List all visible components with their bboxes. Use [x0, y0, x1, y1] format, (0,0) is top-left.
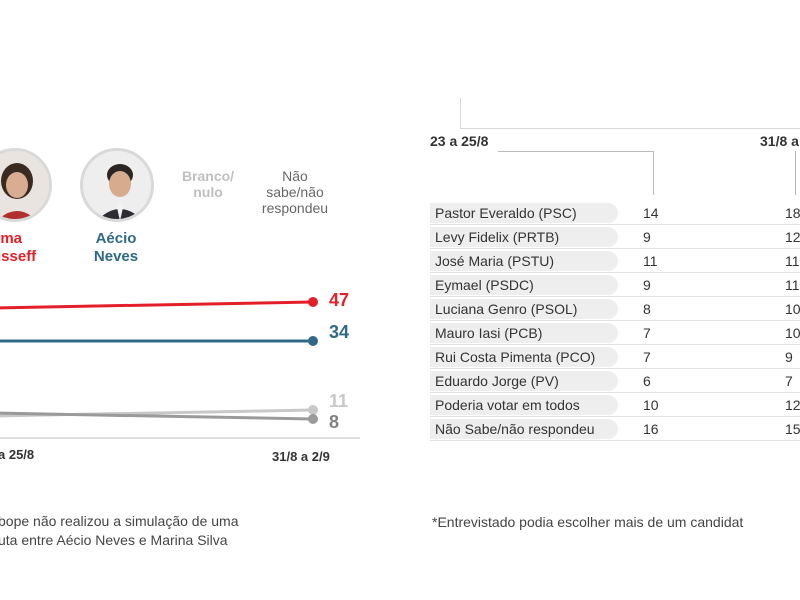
header-rule: [460, 128, 800, 129]
row-separator: [430, 296, 800, 297]
table-row-value-col2: 10: [785, 325, 800, 341]
series-end-point-2: [308, 405, 318, 415]
nao-sabe-label: Não sabe/não respondeu: [261, 168, 329, 216]
row-separator: [430, 416, 800, 417]
end-label-naosabe: 8: [329, 412, 340, 432]
row-separator: [430, 344, 800, 345]
dilma-name: ilma usseff: [0, 230, 37, 265]
table-row-value-col1: 6: [643, 373, 651, 389]
table-col1-header: 23 a 25/8: [430, 133, 489, 149]
table-row-value-col1: 9: [643, 229, 651, 245]
end-label-dilma: 47: [329, 290, 350, 310]
table-row-value-col2: 9: [785, 349, 793, 365]
col1-bracket-h: [498, 151, 654, 152]
table-row-value-col2: 10: [785, 301, 800, 317]
series-end-point-0: [308, 297, 318, 307]
table-row-label: Levy Fidelix (PRTB): [430, 227, 618, 247]
dilma-portrait-icon: [0, 151, 49, 219]
row-separator: [430, 440, 800, 441]
table-row-value-col1: 7: [643, 325, 651, 341]
end-label-branco: 11: [329, 391, 349, 411]
table-row-label: Pastor Everaldo (PSC): [430, 203, 618, 223]
series-end-point-3: [308, 414, 318, 424]
row-separator: [430, 248, 800, 249]
table-row-value-col2: 18: [785, 205, 800, 221]
row-separator: [430, 320, 800, 321]
aecio-photo: [80, 148, 154, 222]
table-row-value-col1: 10: [643, 397, 659, 413]
row-separator: [430, 392, 800, 393]
table-row-label: Não Sabe/não respondeu: [430, 419, 618, 439]
end-label-aecio: 34: [329, 322, 350, 342]
table-row-value-col2: 12: [785, 229, 800, 245]
table-row-label: Luciana Genro (PSOL): [430, 299, 618, 319]
series-line-3: [0, 411, 314, 421]
table-row-value-col1: 11: [643, 253, 658, 269]
table-row-value-col2: 11: [785, 277, 800, 293]
table-col2-header: 31/8 a: [760, 133, 799, 149]
series-end-point-1: [308, 336, 318, 346]
x-label-first: a 25/8: [0, 447, 35, 462]
branco-nulo-label: Branco/ nulo: [181, 168, 235, 200]
table-row-value-col1: 8: [643, 301, 651, 317]
line-chart-canvas: [0, 297, 360, 439]
table-row-value-col1: 7: [643, 349, 651, 365]
table-row-label: Rui Costa Pimenta (PCO): [430, 347, 618, 367]
table-row-value-col2: 12: [785, 397, 800, 413]
table-row-label: Eduardo Jorge (PV): [430, 371, 618, 391]
row-separator: [430, 368, 800, 369]
col2-bracket-v: [795, 151, 796, 195]
top-connector-line: [460, 98, 461, 128]
table-row-label: Eymael (PSDC): [430, 275, 618, 295]
table-row-value-col2: 11: [785, 253, 800, 269]
row-separator: [430, 224, 800, 225]
col1-bracket-v: [653, 151, 654, 195]
table-row-label: Poderia votar em todos: [430, 395, 618, 415]
table-row-value-col1: 9: [643, 277, 651, 293]
table-row-label: Mauro Iasi (PCB): [430, 323, 618, 343]
aecio-name: Aécio Neves: [93, 230, 139, 265]
table-row-label: José Maria (PSTU): [430, 251, 618, 271]
row-separator: [430, 272, 800, 273]
table-row-value-col2: 15: [785, 421, 800, 437]
series-line-0: [0, 300, 314, 310]
aecio-portrait-icon: [83, 151, 151, 219]
table-row-value-col1: 16: [643, 421, 659, 437]
x-label-second: 31/8 a 2/9: [272, 449, 330, 464]
table-row-value-col2: 7: [785, 373, 793, 389]
right-footnote: *Entrevistado podia escolher mais de um …: [432, 514, 744, 530]
left-footnote: bope não realizou a simulação de uma uta…: [0, 513, 239, 548]
dilma-photo: [0, 148, 52, 222]
table-row-value-col1: 14: [643, 205, 659, 221]
